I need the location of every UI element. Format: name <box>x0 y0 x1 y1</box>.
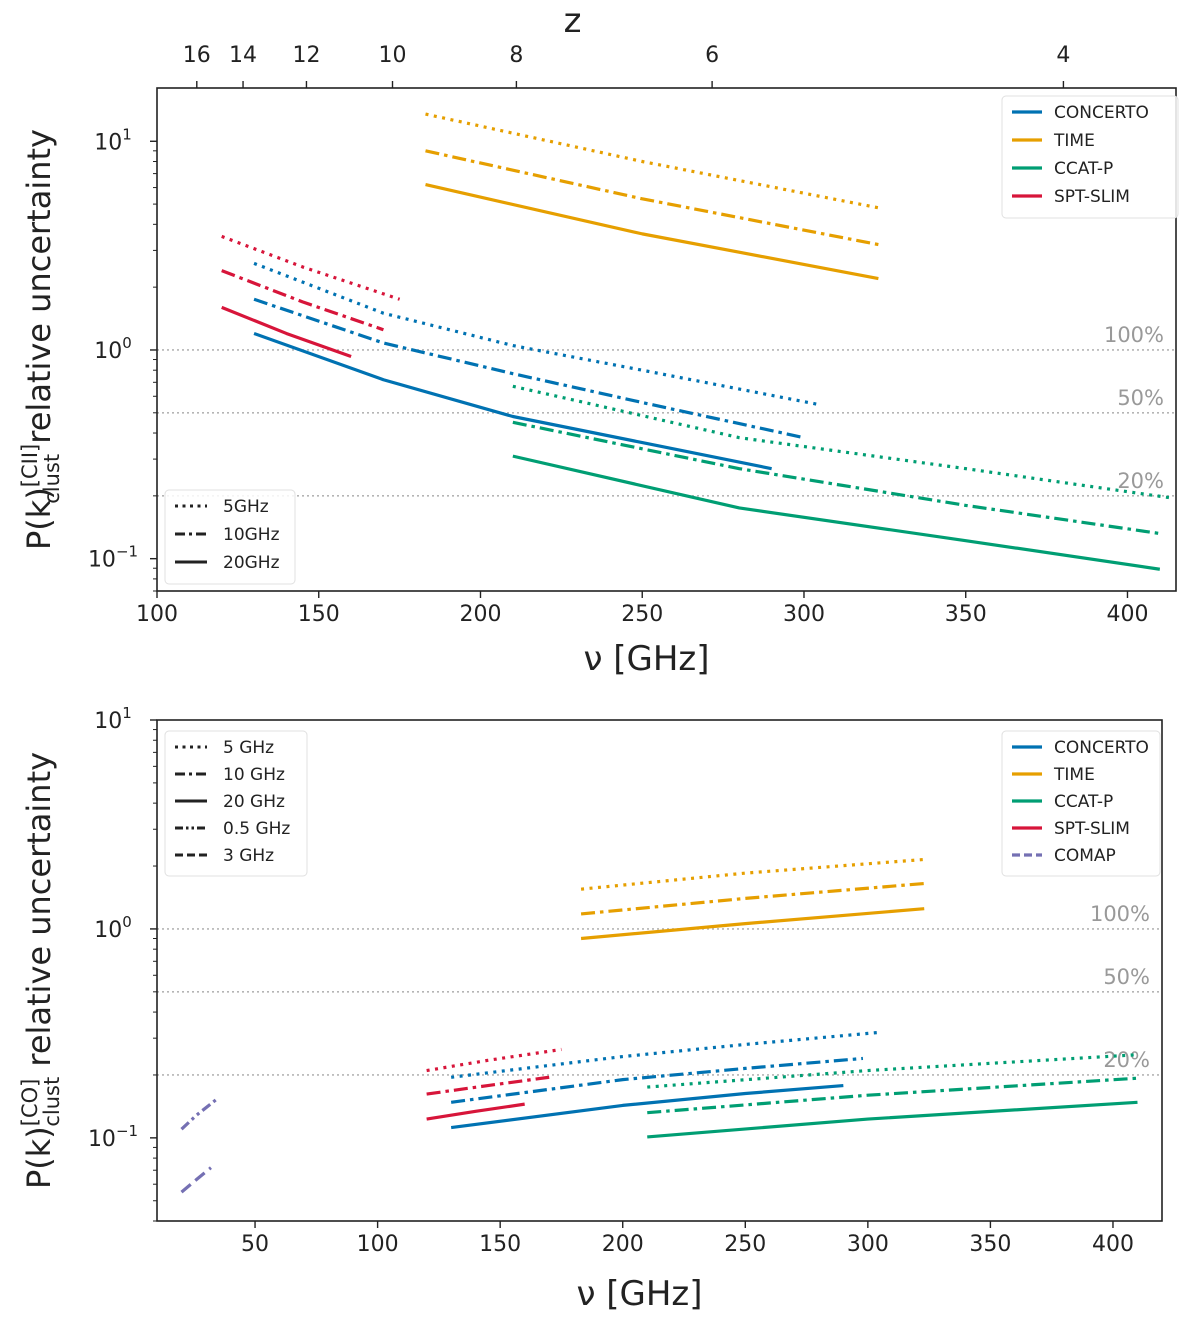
series-line-ccat-p-10ghz <box>647 1076 1138 1115</box>
legend-style-label-10-ghz: 10 GHz <box>223 765 285 785</box>
series-line-ccat-p-5ghz <box>647 1053 1138 1089</box>
x-tick-label: 150 <box>298 602 340 627</box>
series-line-ccat-p-10ghz <box>512 420 1161 536</box>
y-axis-label: P(k)[CO]clust relative uncertainty <box>18 752 64 1189</box>
series-line-time-20ghz <box>580 907 925 941</box>
legend-style-label-20-ghz: 20 GHz <box>223 792 285 812</box>
series-line-spt-slim-10ghz <box>221 269 384 332</box>
series-line-spt-slim-5ghz <box>426 1047 562 1073</box>
legend-label-spt-slim: SPT-SLIM <box>1054 819 1130 839</box>
series-line-concerto-10ghz <box>450 1056 864 1104</box>
legend-style-label-5ghz: 5GHz <box>223 497 269 517</box>
style-legend-box <box>164 730 308 877</box>
z-tick-label: 16 <box>183 43 211 68</box>
x-tick-label: 400 <box>1106 602 1148 627</box>
series-line-time-10ghz <box>425 149 879 247</box>
x-tick-label: 50 <box>241 1232 269 1257</box>
plot-frame <box>156 719 1163 1222</box>
legend-label-ccat-p: CCAT-P <box>1054 792 1113 812</box>
series-line-concerto-5ghz <box>450 1030 881 1079</box>
series-line-ccat-p-20ghz <box>647 1100 1138 1139</box>
x-tick-label: 250 <box>621 602 663 627</box>
z-tick-label: 12 <box>292 43 320 68</box>
series-line-concerto-5ghz <box>253 261 818 406</box>
series-line-comap-0-5ghz <box>180 1098 217 1131</box>
z-tick-label: 6 <box>705 43 719 68</box>
plot-frame <box>156 87 1177 592</box>
legend-style-label-3-ghz: 3 GHz <box>223 846 274 866</box>
x-tick-label: 100 <box>136 602 178 627</box>
x-tick-label: 400 <box>1092 1232 1134 1257</box>
reference-label-20: 20% <box>1117 469 1164 493</box>
x-axis-label: ν [GHz] <box>583 639 709 679</box>
reference-label-100: 100% <box>1104 323 1164 347</box>
color-legend-box <box>1001 95 1179 219</box>
x-tick-label: 200 <box>602 1232 644 1257</box>
legend-label-ccat-p: CCAT-P <box>1054 159 1113 179</box>
reference-label-100: 100% <box>1090 902 1150 926</box>
series-line-spt-slim-5ghz <box>221 234 401 301</box>
legend-style-label-20ghz: 20GHz <box>223 553 280 573</box>
reference-label-20: 20% <box>1103 1048 1150 1072</box>
legend-label-concerto: CONCERTO <box>1054 738 1149 758</box>
x-tick-label: 200 <box>459 602 501 627</box>
y-tick-label: 10−1 <box>88 543 138 573</box>
x-tick-label: 250 <box>724 1232 766 1257</box>
y-tick-label: 100 <box>94 334 132 364</box>
x-tick-label: 350 <box>969 1232 1011 1257</box>
y-tick-label: 10−1 <box>88 1122 138 1152</box>
z-tick-label: 4 <box>1056 43 1070 68</box>
legend-label-concerto: CONCERTO <box>1054 103 1149 123</box>
x-tick-label: 150 <box>479 1232 521 1257</box>
legend-label-time: TIME <box>1053 765 1095 785</box>
legend-style-label-10ghz: 10GHz <box>223 525 280 545</box>
series-line-spt-slim-20ghz <box>426 1102 525 1121</box>
reference-label-50: 50% <box>1117 386 1164 410</box>
series-line-time-10ghz <box>580 881 925 916</box>
z-tick-label: 14 <box>229 43 257 68</box>
co-panel: 100% 50% 20% 50 100 150 200 250 300 350 400 101 100 1… <box>18 704 1163 1314</box>
series-line-time-20ghz <box>425 183 879 281</box>
cii-panel: 100% 50% 20% 100 150 200 250 300 350 400 101 100 10−… <box>18 1 1179 679</box>
series-line-time-5ghz <box>425 112 879 210</box>
series-line-spt-slim-10ghz <box>426 1075 550 1096</box>
reference-label-50: 50% <box>1103 965 1150 989</box>
y-tick-label: 100 <box>94 913 132 943</box>
series-line-spt-slim-20ghz <box>221 305 352 359</box>
series-line-ccat-p-5ghz <box>512 384 1173 500</box>
z-tick-label: 8 <box>509 43 523 68</box>
x-tick-label: 100 <box>357 1232 399 1257</box>
x-axis-label: ν [GHz] <box>576 1274 702 1314</box>
x-tick-label: 300 <box>783 602 825 627</box>
series-line-concerto-20ghz <box>253 331 772 471</box>
y-tick-label: 101 <box>94 125 132 155</box>
legend-label-time: TIME <box>1053 131 1095 151</box>
legend-label-spt-slim: SPT-SLIM <box>1054 187 1130 207</box>
series-line-concerto-10ghz <box>253 297 805 440</box>
series-line-time-5ghz <box>580 857 925 891</box>
z-tick-label: 10 <box>379 43 407 68</box>
y-axis-label: P(k)[CII]clust relative uncertainty <box>18 129 64 550</box>
color-legend-box <box>1001 730 1161 877</box>
y-tick-label: 101 <box>94 704 132 734</box>
series-line-concerto-20ghz <box>450 1083 844 1130</box>
series-line-ccat-p-20ghz <box>512 454 1161 571</box>
x-tick-label: 300 <box>847 1232 889 1257</box>
legend-style-label-0-5-ghz: 0.5 GHz <box>223 819 290 839</box>
legend-style-label-5-ghz: 5 GHz <box>223 738 274 758</box>
x-tick-label: 350 <box>945 602 987 627</box>
series-line-comap-3ghz <box>180 1166 212 1194</box>
legend-label-comap: COMAP <box>1054 846 1116 866</box>
z-axis-label: z <box>564 1 582 41</box>
